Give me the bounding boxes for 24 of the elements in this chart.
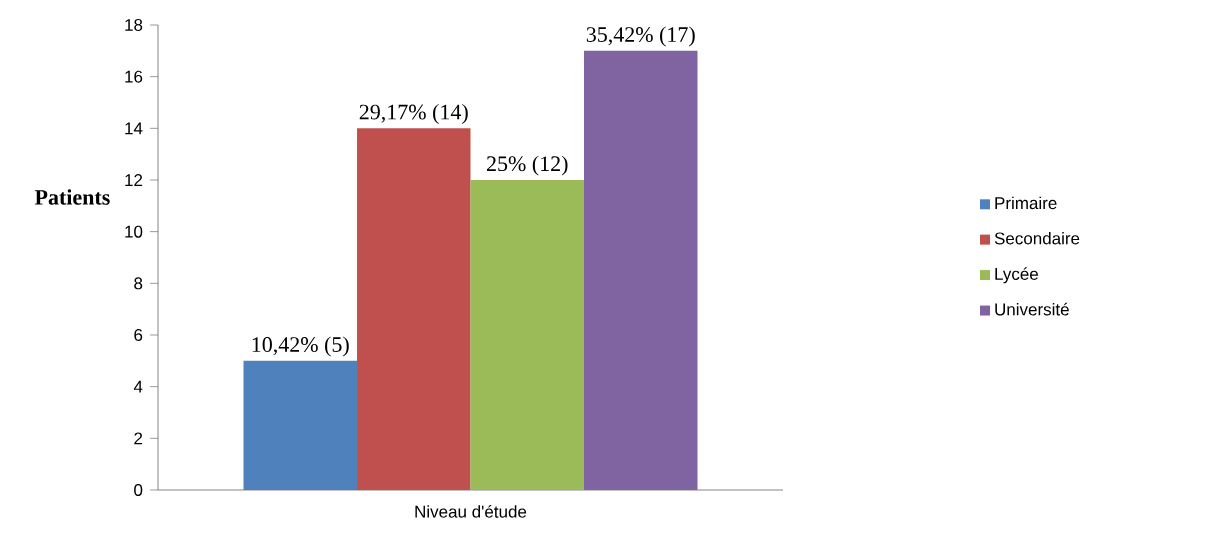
y-tick-label: 0 — [134, 483, 143, 496]
bar — [357, 128, 471, 490]
data-label: 10,42% (5) — [252, 336, 349, 357]
bar — [584, 50, 698, 490]
y-tick-label: 12 — [125, 174, 143, 186]
data-label: 25% (12) — [486, 155, 568, 176]
data-label: 29,17% (14) — [359, 104, 468, 124]
y-tick-label: 4 — [133, 380, 143, 393]
legend-label: Université — [995, 302, 1069, 316]
y-tick-label: 2 — [134, 432, 143, 445]
legend-label: Secondaire — [994, 231, 1080, 245]
y-tick-label: 14 — [125, 122, 143, 135]
legend-label: Lycée — [995, 267, 1038, 284]
bar — [470, 179, 585, 490]
y-tick-label: 16 — [125, 70, 143, 83]
legend-label: Primaire — [995, 196, 1057, 210]
bar — [243, 360, 358, 490]
y-tick-label: 18 — [125, 18, 143, 31]
data-label: 35,42% (17) — [586, 26, 695, 47]
y-tick-label: 10 — [125, 225, 143, 238]
x-tick-label: Niveau d'étude — [415, 505, 527, 518]
y-axis-title: Patients — [34, 189, 110, 205]
y-tick-label: 6 — [134, 328, 143, 341]
y-tick-label: 8 — [134, 277, 143, 290]
